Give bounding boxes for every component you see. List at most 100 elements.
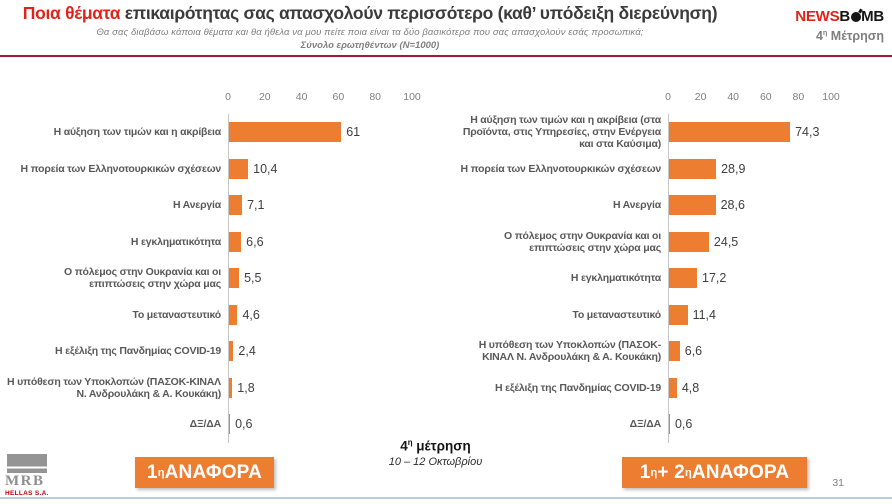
chart-row: Η αύξηση των τιμών και η ακρίβεια 61 — [6, 114, 440, 151]
bar-cell: 10,4 — [228, 150, 440, 187]
x-axis-tick: 60 — [759, 91, 772, 103]
measurement-number: 4 — [815, 29, 823, 44]
chart-row: Ο πόλεμος στην Ουκρανία και οι επιπτώσει… — [450, 223, 886, 260]
bar — [669, 377, 677, 398]
chart-row: Η πορεία των Ελληνοτουρκικών σχέσεων 28,9 — [450, 150, 886, 187]
value-label: 74,3 — [795, 125, 820, 140]
chart-row: Η εγκληματικότητα 6,6 — [6, 223, 440, 260]
chart-row: Η υπόθεση των Υποκλοπών (ΠΑΣΟΚ-ΚΙΝΑΛ Ν. … — [6, 369, 440, 406]
bar — [229, 195, 243, 216]
bar — [669, 341, 680, 362]
value-label: 17,2 — [702, 271, 727, 286]
mrb-logo-subtext: HELLAS S.A. — [5, 490, 49, 497]
bar-cell: 28,9 — [668, 150, 886, 187]
banner-text: ΑΝΑΦΟΡΑ — [164, 461, 263, 483]
bar-cell: 2,4 — [228, 333, 440, 370]
bar — [669, 158, 717, 179]
chart-first-mention: 0 20 40 60 80 100 Η αύξηση των τιμών και η ακ… — [6, 88, 440, 450]
value-label: 6,6 — [684, 344, 703, 359]
note-number: 4 — [400, 438, 408, 454]
category-label: Το μεταναστευτικό — [132, 308, 221, 321]
bar — [229, 377, 233, 398]
bar-cell: 11,4 — [668, 296, 886, 333]
chart-row: Ο πόλεμος στην Ουκρανία και οι επιπτώσει… — [6, 260, 440, 297]
value-label: 61 — [346, 125, 361, 140]
x-axis-tick: 80 — [792, 91, 805, 103]
chart-row: Η πορεία των Ελληνοτουρκικών σχέσεων 10,4 — [6, 150, 440, 187]
newsbomb-logo-news: NEWS — [795, 8, 840, 25]
category-label: Η αύξηση των τιμών και η ακρίβεια (στα Π… — [462, 114, 661, 151]
chart-rows: Η αύξηση των τιμών και η ακρίβεια 61 Η πορ… — [6, 114, 440, 443]
note-text: μέτρηση — [412, 438, 471, 454]
logo-block: NEWSB MB 4η Μέτρηση — [740, 0, 892, 55]
chart-first-plus-second-mention: 0 20 40 60 80 100 Η αύξηση των τιμών και η ακ… — [450, 88, 886, 450]
bar-cell: 6,6 — [668, 333, 886, 370]
value-label: 1,8 — [237, 380, 255, 395]
measurement-sup: η — [822, 28, 828, 37]
banner-text: 1 — [639, 461, 651, 483]
page-title: Ποια θέματα επικαιρότητας σας απασχολούν… — [0, 3, 740, 24]
bar-cell: 6,6 — [228, 223, 440, 260]
x-axis: 0 20 40 60 80 100 — [665, 88, 886, 114]
bar — [669, 195, 716, 216]
bar — [669, 122, 791, 143]
category-label: Η εξέλιξη της Πανδημίας COVID-19 — [495, 381, 661, 394]
banner-sup: η — [157, 466, 165, 479]
bar — [669, 231, 709, 252]
value-label: 0,6 — [235, 417, 253, 432]
title-block: Ποια θέματα επικαιρότητας σας απασχολούν… — [0, 0, 740, 55]
category-label: Η εξέλιξη της Πανδημίας COVID-19 — [55, 345, 221, 358]
sample-note: Σύνολο ερωτηθέντων (N=1000) — [300, 40, 440, 51]
bar-cell: 24,5 — [668, 223, 886, 260]
page-number: 31 — [832, 477, 844, 489]
value-label: 24,5 — [713, 234, 739, 249]
measurement-note: 4η μέτρηση 10 – 12 Οκτωβρίου — [358, 438, 513, 468]
chart-row: Το μεταναστευτικό 4,6 — [6, 296, 440, 333]
bar — [229, 268, 240, 289]
title-highlight: Ποια θέματα — [22, 3, 121, 23]
bar — [229, 231, 242, 252]
banner-text: + 2 — [657, 461, 685, 483]
x-axis-tick: 0 — [225, 91, 231, 103]
chart-row: Η εξέλιξη της Πανδημίας COVID-19 4,8 — [450, 369, 886, 406]
banner-sup: η — [650, 466, 658, 479]
measurement-label: 4η Μέτρηση — [740, 28, 884, 43]
category-label: Η Ανεργία — [612, 199, 661, 212]
value-label: 28,6 — [720, 198, 745, 213]
value-label: 4,8 — [681, 380, 700, 395]
mrb-logo-name: MRB — [5, 473, 45, 489]
chart-row: Η εγκληματικότητα 17,2 — [450, 260, 886, 297]
value-label: 7,1 — [247, 198, 265, 213]
bar-cell: 5,5 — [228, 260, 440, 297]
value-label: 5,5 — [244, 271, 262, 286]
category-label: Η πορεία των Ελληνοτουρκικών σχέσεων — [20, 162, 222, 175]
footer-divider — [0, 497, 892, 499]
chart-row: Η εξέλιξη της Πανδημίας COVID-19 2,4 — [6, 333, 440, 370]
chart-rows: Η αύξηση των τιμών και η ακρίβεια (στα Π… — [450, 114, 886, 443]
bar-cell: 4,6 — [228, 296, 440, 333]
category-label: Η υπόθεση των Υποκλοπών (ΠΑΣΟΚ-ΚΙΝΑΛ Ν. … — [7, 375, 221, 400]
banner-text: 1 — [146, 461, 158, 483]
x-axis-tick: 40 — [295, 91, 308, 103]
bar — [229, 304, 238, 325]
bar-cell: 7,1 — [228, 187, 440, 224]
bar — [669, 268, 698, 289]
title-rest: επικαιρότητας σας απασχολούν περισσότερο… — [120, 3, 718, 23]
mrb-logo-mark — [7, 454, 47, 473]
value-label: 0,6 — [674, 417, 693, 432]
category-label: Ο πόλεμος στην Ουκρανία και οι επιπτώσει… — [64, 266, 221, 291]
category-label: Ο πόλεμος στην Ουκρανία και οι επιπτώσει… — [504, 229, 661, 254]
category-label: Η Ανεργία — [172, 199, 221, 212]
measurement-dates: 10 – 12 Οκτωβρίου — [388, 455, 483, 468]
chart-row: ΔΞ/ΔΑ 0,6 — [450, 406, 886, 443]
bar-cell: 0,6 — [228, 406, 440, 443]
category-label: Η εγκληματικότητα — [130, 235, 221, 248]
newsbomb-logo: NEWSB MB — [740, 8, 884, 25]
bar — [669, 304, 688, 325]
x-axis-tick: 0 — [665, 91, 671, 103]
newsbomb-logo-b: B — [839, 8, 851, 25]
measurement-note-title: 4η μέτρηση — [358, 438, 513, 454]
category-label: ΔΞ/ΔΑ — [189, 418, 222, 431]
